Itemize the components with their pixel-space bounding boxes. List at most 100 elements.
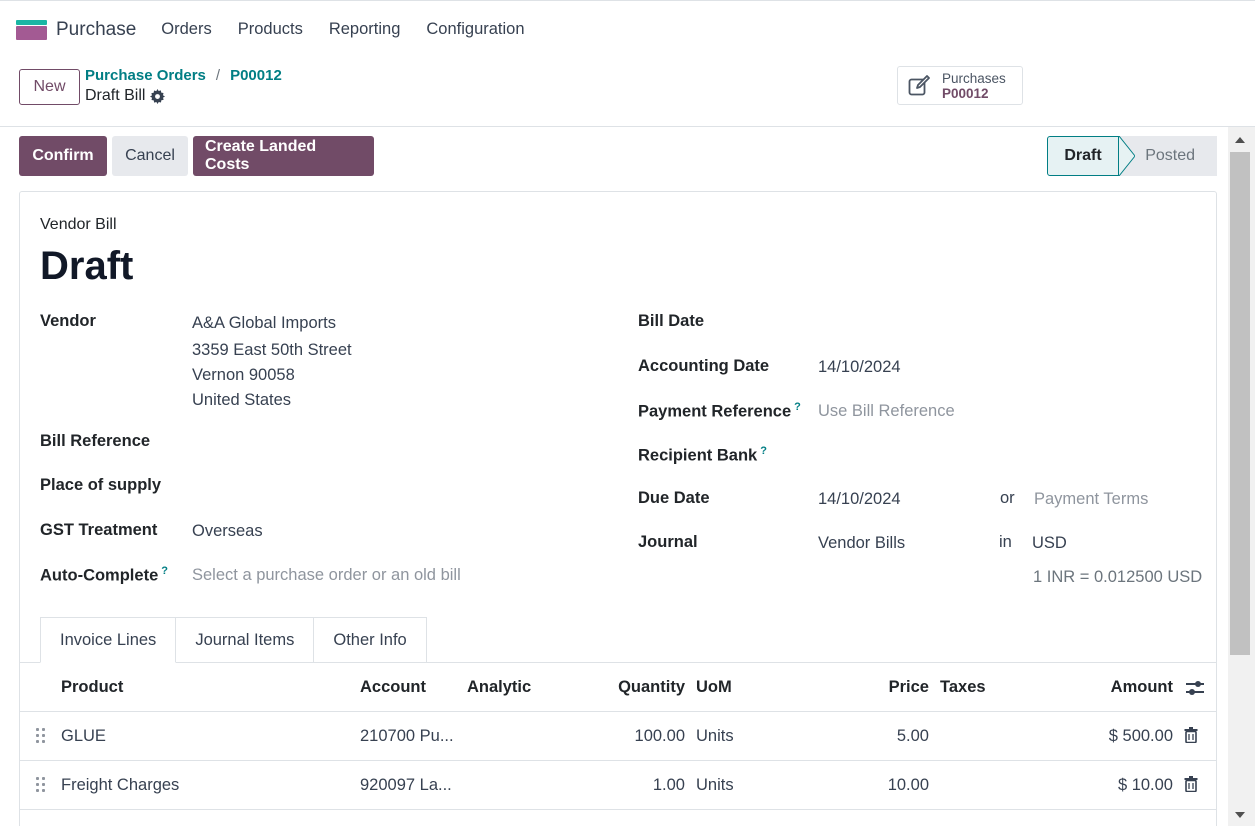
vertical-scrollbar[interactable] <box>1228 127 1255 826</box>
column-quantity[interactable]: Quantity <box>618 678 685 696</box>
edit-icon <box>908 74 930 95</box>
document-type: Vendor Bill <box>40 216 117 233</box>
row-price[interactable]: 10.00 <box>887 776 929 794</box>
action-bar: Confirm Cancel Create Landed Costs <box>19 136 374 176</box>
breadcrumb-order[interactable]: P00012 <box>230 67 282 84</box>
bill-date-label: Bill Date <box>638 312 705 330</box>
bill-reference-input[interactable] <box>192 428 592 456</box>
due-date-input[interactable]: 14/10/2024 <box>818 490 901 508</box>
tab-journal-items[interactable]: Journal Items <box>175 617 315 663</box>
place-of-supply-input[interactable] <box>192 472 592 500</box>
column-price[interactable]: Price <box>888 678 929 696</box>
notebook-tabs: Invoice Lines Journal Items Other Info <box>40 617 427 663</box>
exchange-rate: 1 INR = 0.012500 USD <box>1033 568 1203 586</box>
row-account[interactable]: 210700 Pu... <box>360 727 454 745</box>
row-uom[interactable]: Units <box>696 727 734 745</box>
auto-complete-label: Auto-Complete? <box>40 565 168 585</box>
help-icon[interactable]: ? <box>794 401 801 413</box>
menu-orders[interactable]: Orders <box>161 20 212 38</box>
bill-date-input[interactable] <box>818 308 1178 336</box>
trash-icon[interactable] <box>1184 776 1198 792</box>
tab-other-info[interactable]: Other Info <box>313 617 427 663</box>
recipient-bank-label: Recipient Bank? <box>638 445 767 465</box>
column-taxes[interactable]: Taxes <box>940 678 986 696</box>
control-panel: New Purchase Orders / P00012 Draft Bill … <box>0 58 1255 127</box>
invoice-lines-table: Product Account Analytic Quantity UoM Pr… <box>20 662 1216 810</box>
help-icon[interactable]: ? <box>161 565 168 577</box>
scroll-down-icon[interactable] <box>1235 812 1245 818</box>
status-posted: Posted <box>1145 147 1195 164</box>
gst-treatment-select[interactable]: Overseas <box>192 522 263 540</box>
payment-reference-label: Payment Reference? <box>638 401 801 421</box>
accounting-date-label: Accounting Date <box>638 357 770 375</box>
scroll-up-icon[interactable] <box>1235 137 1245 143</box>
top-navbar: Purchase Orders Products Reporting Confi… <box>0 0 1255 58</box>
row-product[interactable]: GLUE <box>61 727 106 745</box>
row-product[interactable]: Freight Charges <box>61 776 180 794</box>
payment-reference-input[interactable]: Use Bill Reference <box>818 402 955 420</box>
vendor-label: Vendor <box>40 312 96 330</box>
menu-configuration[interactable]: Configuration <box>426 20 525 38</box>
menu-reporting[interactable]: Reporting <box>328 20 401 38</box>
smart-button-value: P00012 <box>942 85 989 101</box>
payment-terms-input[interactable]: Payment Terms <box>1034 490 1149 508</box>
row-account[interactable]: 920097 La... <box>360 776 452 794</box>
status-bar: Draft Posted <box>1047 136 1217 176</box>
drag-handle-icon[interactable] <box>36 777 46 793</box>
column-product[interactable]: Product <box>61 678 124 696</box>
record-subtitle: Draft Bill <box>85 87 166 105</box>
record-name: Draft Bill <box>85 87 146 104</box>
accounting-date-input[interactable]: 14/10/2024 <box>818 358 901 376</box>
status-posted-container[interactable]: Posted <box>1119 136 1217 176</box>
breadcrumb-purchase-orders[interactable]: Purchase Orders <box>85 67 206 84</box>
menu-products[interactable]: Products <box>237 20 303 38</box>
column-account[interactable]: Account <box>360 678 426 696</box>
column-amount[interactable]: Amount <box>1110 678 1173 696</box>
vendor-city: Vernon 90058 <box>192 366 295 384</box>
auto-complete-input[interactable]: Select a purchase order or an old bill <box>192 566 461 584</box>
row-price[interactable]: 5.00 <box>896 727 929 745</box>
currency-select[interactable]: USD <box>1032 534 1067 552</box>
journal-select[interactable]: Vendor Bills <box>818 534 906 552</box>
in-text: in <box>999 533 1012 551</box>
status-arrow-icon <box>1119 136 1135 176</box>
scrollbar-thumb[interactable] <box>1230 152 1250 655</box>
table-header: Product Account Analytic Quantity UoM Pr… <box>20 663 1216 712</box>
gear-icon[interactable] <box>150 88 166 104</box>
column-uom[interactable]: UoM <box>696 678 732 696</box>
row-quantity[interactable]: 1.00 <box>652 776 685 794</box>
form-sheet: Vendor Bill Draft Vendor A&A Global Impo… <box>19 191 1217 826</box>
trash-icon[interactable] <box>1184 727 1198 743</box>
confirm-button[interactable]: Confirm <box>19 136 107 176</box>
create-landed-costs-button[interactable]: Create Landed Costs <box>193 136 374 176</box>
new-button[interactable]: New <box>19 69 80 105</box>
tab-invoice-lines[interactable]: Invoice Lines <box>40 617 177 663</box>
column-analytic[interactable]: Analytic <box>467 678 532 696</box>
recipient-bank-input[interactable] <box>818 441 1178 469</box>
row-uom[interactable]: Units <box>696 776 734 794</box>
purchases-smart-button[interactable]: Purchases P00012 <box>897 66 1023 105</box>
vendor-country: United States <box>192 391 292 409</box>
place-of-supply-label: Place of supply <box>40 476 162 494</box>
status-draft[interactable]: Draft <box>1047 136 1119 176</box>
smart-button-label: Purchases <box>942 70 1006 86</box>
drag-handle-icon[interactable] <box>36 728 46 744</box>
optional-columns-icon[interactable] <box>1185 679 1205 697</box>
or-text: or <box>1000 489 1015 507</box>
cancel-button[interactable]: Cancel <box>112 136 188 176</box>
app-name[interactable]: Purchase <box>56 18 137 40</box>
vendor-name[interactable]: A&A Global Imports <box>192 314 336 332</box>
bill-reference-label: Bill Reference <box>40 432 151 450</box>
vendor-street: 3359 East 50th Street <box>192 341 352 359</box>
breadcrumb-separator: / <box>215 67 221 84</box>
row-amount: $ 10.00 <box>1117 776 1173 794</box>
journal-label: Journal <box>638 533 698 551</box>
breadcrumb: Purchase Orders / P00012 <box>85 67 282 84</box>
table-row[interactable]: GLUE 210700 Pu... 100.00 Units 5.00 $ 50… <box>20 712 1216 761</box>
document-title: Draft <box>40 244 134 288</box>
row-quantity[interactable]: 100.00 <box>634 727 685 745</box>
help-icon[interactable]: ? <box>760 445 767 457</box>
row-amount: $ 500.00 <box>1108 727 1173 745</box>
table-row[interactable]: Freight Charges 920097 La... 1.00 Units … <box>20 761 1216 810</box>
purchase-app-icon[interactable] <box>16 19 47 40</box>
